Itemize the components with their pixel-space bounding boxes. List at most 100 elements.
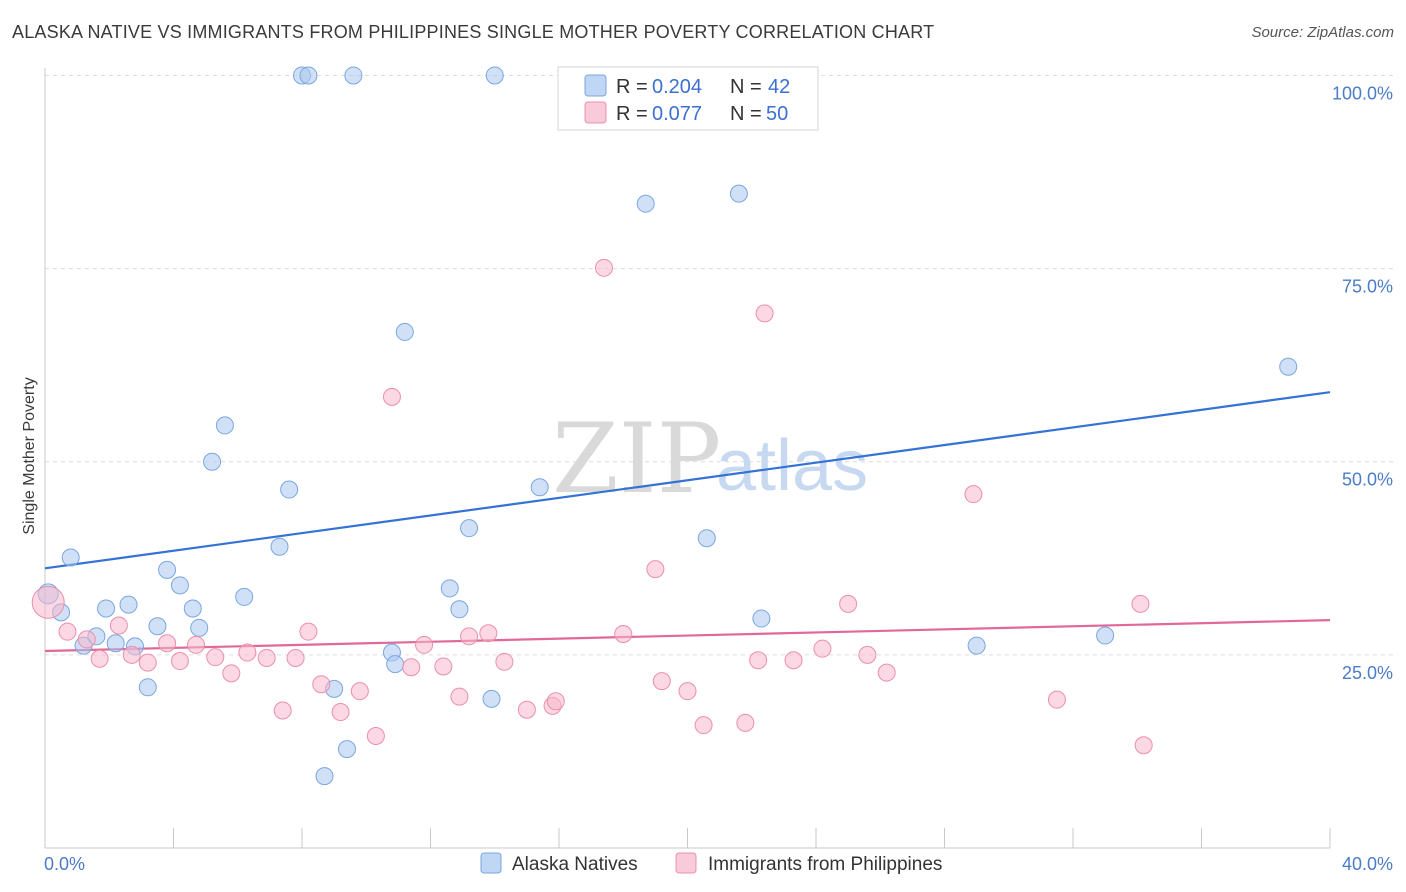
- bottom-swatch-alaska[interactable]: [480, 852, 502, 874]
- point-philippines-18[interactable]: [331, 703, 350, 722]
- point-philippines-25[interactable]: [450, 687, 469, 706]
- point-philippines-6[interactable]: [138, 653, 157, 672]
- point-philippines-39[interactable]: [749, 651, 768, 670]
- point-philippines-24[interactable]: [434, 657, 453, 676]
- point-philippines-17[interactable]: [312, 675, 331, 694]
- y-tick-labels: 25.0% 50.0% 75.0% 100.0%: [1332, 83, 1393, 682]
- axes: [44, 68, 1331, 849]
- point-philippines-27[interactable]: [479, 624, 498, 643]
- point-alaska-37[interactable]: [729, 184, 748, 203]
- point-alaska-34[interactable]: [530, 478, 549, 497]
- point-philippines-4[interactable]: [109, 616, 128, 635]
- trend-line-philippines: [44, 618, 1331, 653]
- point-alaska-41[interactable]: [1279, 357, 1298, 376]
- point-philippines-22[interactable]: [402, 658, 421, 677]
- point-alaska-7[interactable]: [119, 595, 138, 614]
- point-alaska-6[interactable]: [106, 634, 125, 653]
- point-philippines-10[interactable]: [206, 648, 225, 667]
- point-philippines-31[interactable]: [546, 692, 565, 711]
- point-philippines-26[interactable]: [460, 627, 479, 646]
- x-tick-label-1: 40.0%: [1342, 854, 1393, 874]
- point-alaska-15[interactable]: [203, 452, 222, 471]
- point-alaska-33[interactable]: [485, 66, 504, 85]
- point-philippines-44[interactable]: [858, 645, 877, 664]
- point-philippines-28[interactable]: [495, 652, 514, 671]
- bottom-swatch-philippines[interactable]: [675, 852, 697, 874]
- point-philippines-23[interactable]: [415, 635, 434, 654]
- point-philippines-46[interactable]: [964, 485, 983, 504]
- point-alaska-31[interactable]: [460, 519, 479, 538]
- trend-line-alaska: [44, 391, 1331, 570]
- point-philippines-20[interactable]: [366, 726, 385, 745]
- legend-swatch-philippines: [584, 101, 607, 124]
- point-alaska-10[interactable]: [148, 617, 167, 636]
- point-philippines-42[interactable]: [813, 639, 832, 658]
- point-alaska-35[interactable]: [636, 194, 655, 213]
- point-philippines-12[interactable]: [238, 643, 257, 662]
- point-philippines-0[interactable]: [31, 585, 65, 619]
- point-alaska-25[interactable]: [344, 66, 363, 85]
- grid-lines: [45, 74, 1395, 656]
- point-alaska-17[interactable]: [235, 587, 254, 606]
- point-alaska-5[interactable]: [97, 599, 116, 618]
- point-philippines-5[interactable]: [122, 645, 141, 664]
- point-alaska-36[interactable]: [697, 529, 716, 548]
- point-alaska-19[interactable]: [280, 480, 299, 499]
- point-philippines-34[interactable]: [646, 560, 665, 579]
- point-alaska-24[interactable]: [337, 740, 356, 759]
- point-alaska-40[interactable]: [1096, 626, 1115, 645]
- point-alaska-32[interactable]: [482, 689, 501, 708]
- point-philippines-3[interactable]: [90, 649, 109, 668]
- point-philippines-11[interactable]: [222, 664, 241, 683]
- point-philippines-47[interactable]: [1047, 690, 1066, 709]
- point-alaska-39[interactable]: [967, 636, 986, 655]
- point-alaska-9[interactable]: [138, 678, 157, 697]
- bottom-legend-alaska[interactable]: Alaska Natives: [512, 854, 638, 875]
- point-alaska-28[interactable]: [395, 322, 414, 341]
- point-philippines-19[interactable]: [350, 682, 369, 701]
- point-philippines-48[interactable]: [1131, 594, 1150, 613]
- point-philippines-37[interactable]: [694, 716, 713, 735]
- point-philippines-7[interactable]: [158, 634, 177, 653]
- data-points: [31, 66, 1298, 786]
- point-alaska-12[interactable]: [170, 576, 189, 595]
- point-alaska-29[interactable]: [440, 579, 459, 598]
- point-alaska-38[interactable]: [752, 609, 771, 628]
- point-philippines-49[interactable]: [1134, 736, 1153, 755]
- point-philippines-1[interactable]: [58, 622, 77, 641]
- point-alaska-27[interactable]: [386, 655, 405, 674]
- point-alaska-21[interactable]: [299, 66, 318, 85]
- point-alaska-16[interactable]: [215, 416, 234, 435]
- point-philippines-43[interactable]: [839, 594, 858, 613]
- point-philippines-16[interactable]: [299, 622, 318, 641]
- point-alaska-22[interactable]: [315, 767, 334, 786]
- point-alaska-14[interactable]: [190, 618, 209, 637]
- bottom-legend-philippines[interactable]: Immigrants from Philippines: [708, 854, 942, 875]
- point-philippines-8[interactable]: [170, 652, 189, 671]
- legend-n-label-1: N =: [730, 76, 762, 98]
- point-alaska-11[interactable]: [158, 560, 177, 579]
- point-philippines-40[interactable]: [755, 304, 774, 323]
- correlation-legend: R = 0.204 N = 42 R = 0.077 N = 50: [557, 66, 819, 131]
- point-philippines-29[interactable]: [517, 700, 536, 719]
- point-philippines-41[interactable]: [784, 651, 803, 670]
- point-philippines-33[interactable]: [614, 625, 633, 644]
- point-alaska-30[interactable]: [450, 600, 469, 619]
- point-philippines-14[interactable]: [273, 701, 292, 720]
- point-philippines-21[interactable]: [382, 387, 401, 406]
- point-philippines-36[interactable]: [678, 682, 697, 701]
- point-philippines-35[interactable]: [652, 672, 671, 691]
- point-philippines-2[interactable]: [77, 630, 96, 649]
- point-philippines-38[interactable]: [736, 713, 755, 732]
- point-alaska-2[interactable]: [61, 548, 80, 567]
- point-philippines-9[interactable]: [186, 635, 205, 654]
- point-philippines-32[interactable]: [594, 258, 613, 277]
- point-philippines-15[interactable]: [286, 648, 305, 667]
- point-philippines-13[interactable]: [257, 648, 276, 667]
- source-label[interactable]: Source: ZipAtlas.com: [1251, 24, 1394, 41]
- point-philippines-45[interactable]: [877, 663, 896, 682]
- point-alaska-18[interactable]: [270, 537, 289, 556]
- legend-n-value-1: 42: [768, 76, 790, 98]
- point-alaska-13[interactable]: [183, 599, 202, 618]
